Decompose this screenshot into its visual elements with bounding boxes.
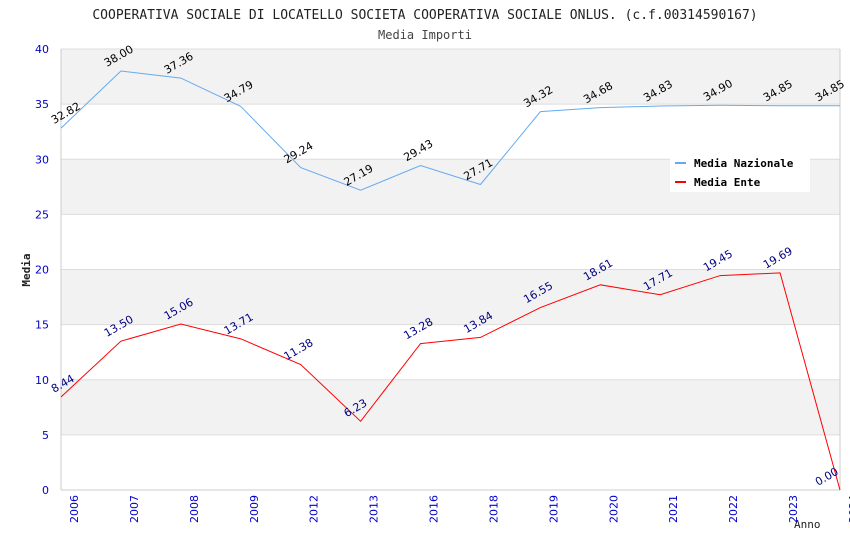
series-line-1 [60, 272, 841, 491]
x-tick-label: 2022 [727, 495, 740, 523]
x-tick-label: 2007 [128, 495, 141, 523]
x-tick-label: 2024 [847, 495, 850, 523]
y-tick-label: 30 [35, 153, 49, 166]
y-tick-label: 0 [42, 484, 49, 497]
y-tick-label: 35 [35, 98, 49, 111]
x-tick-label: 2008 [188, 495, 201, 523]
x-tick-label: 2012 [308, 495, 321, 523]
y-tick-label: 40 [35, 43, 49, 56]
series-line-0 [60, 70, 840, 191]
legend-entry: Media Nazionale [694, 157, 794, 170]
grid-band [61, 379, 840, 435]
data-label: 11.38 [282, 336, 316, 363]
data-label: 19.69 [761, 245, 795, 272]
chart-subtitle: Media Importi [378, 28, 472, 42]
x-tick-label: 2013 [368, 495, 381, 523]
x-axis-label: Anno [794, 518, 821, 531]
legend-entry: Media Ente [694, 176, 761, 189]
y-tick-label: 20 [35, 264, 49, 277]
y-axis-label: Media [20, 253, 33, 286]
y-tick-label: 10 [35, 374, 49, 387]
data-label: 0.00 [813, 465, 841, 489]
x-tick-label: 2021 [667, 495, 680, 523]
grid-band [61, 49, 840, 105]
legend-box [670, 150, 810, 192]
chart-title: COOPERATIVA SOCIALE DI LOCATELLO SOCIETA… [92, 8, 757, 23]
x-tick-label: 2016 [428, 495, 441, 523]
x-tick-label: 2020 [607, 495, 620, 523]
x-tick-label: 2018 [487, 495, 500, 523]
x-tick-label: 2006 [68, 495, 81, 523]
x-tick-label: 2023 [787, 495, 800, 523]
x-tick-label: 2009 [248, 495, 261, 523]
y-tick-label: 5 [42, 429, 49, 442]
x-tick-label: 2019 [547, 495, 560, 523]
y-tick-label: 25 [35, 208, 49, 221]
y-tick-label: 15 [35, 319, 49, 332]
